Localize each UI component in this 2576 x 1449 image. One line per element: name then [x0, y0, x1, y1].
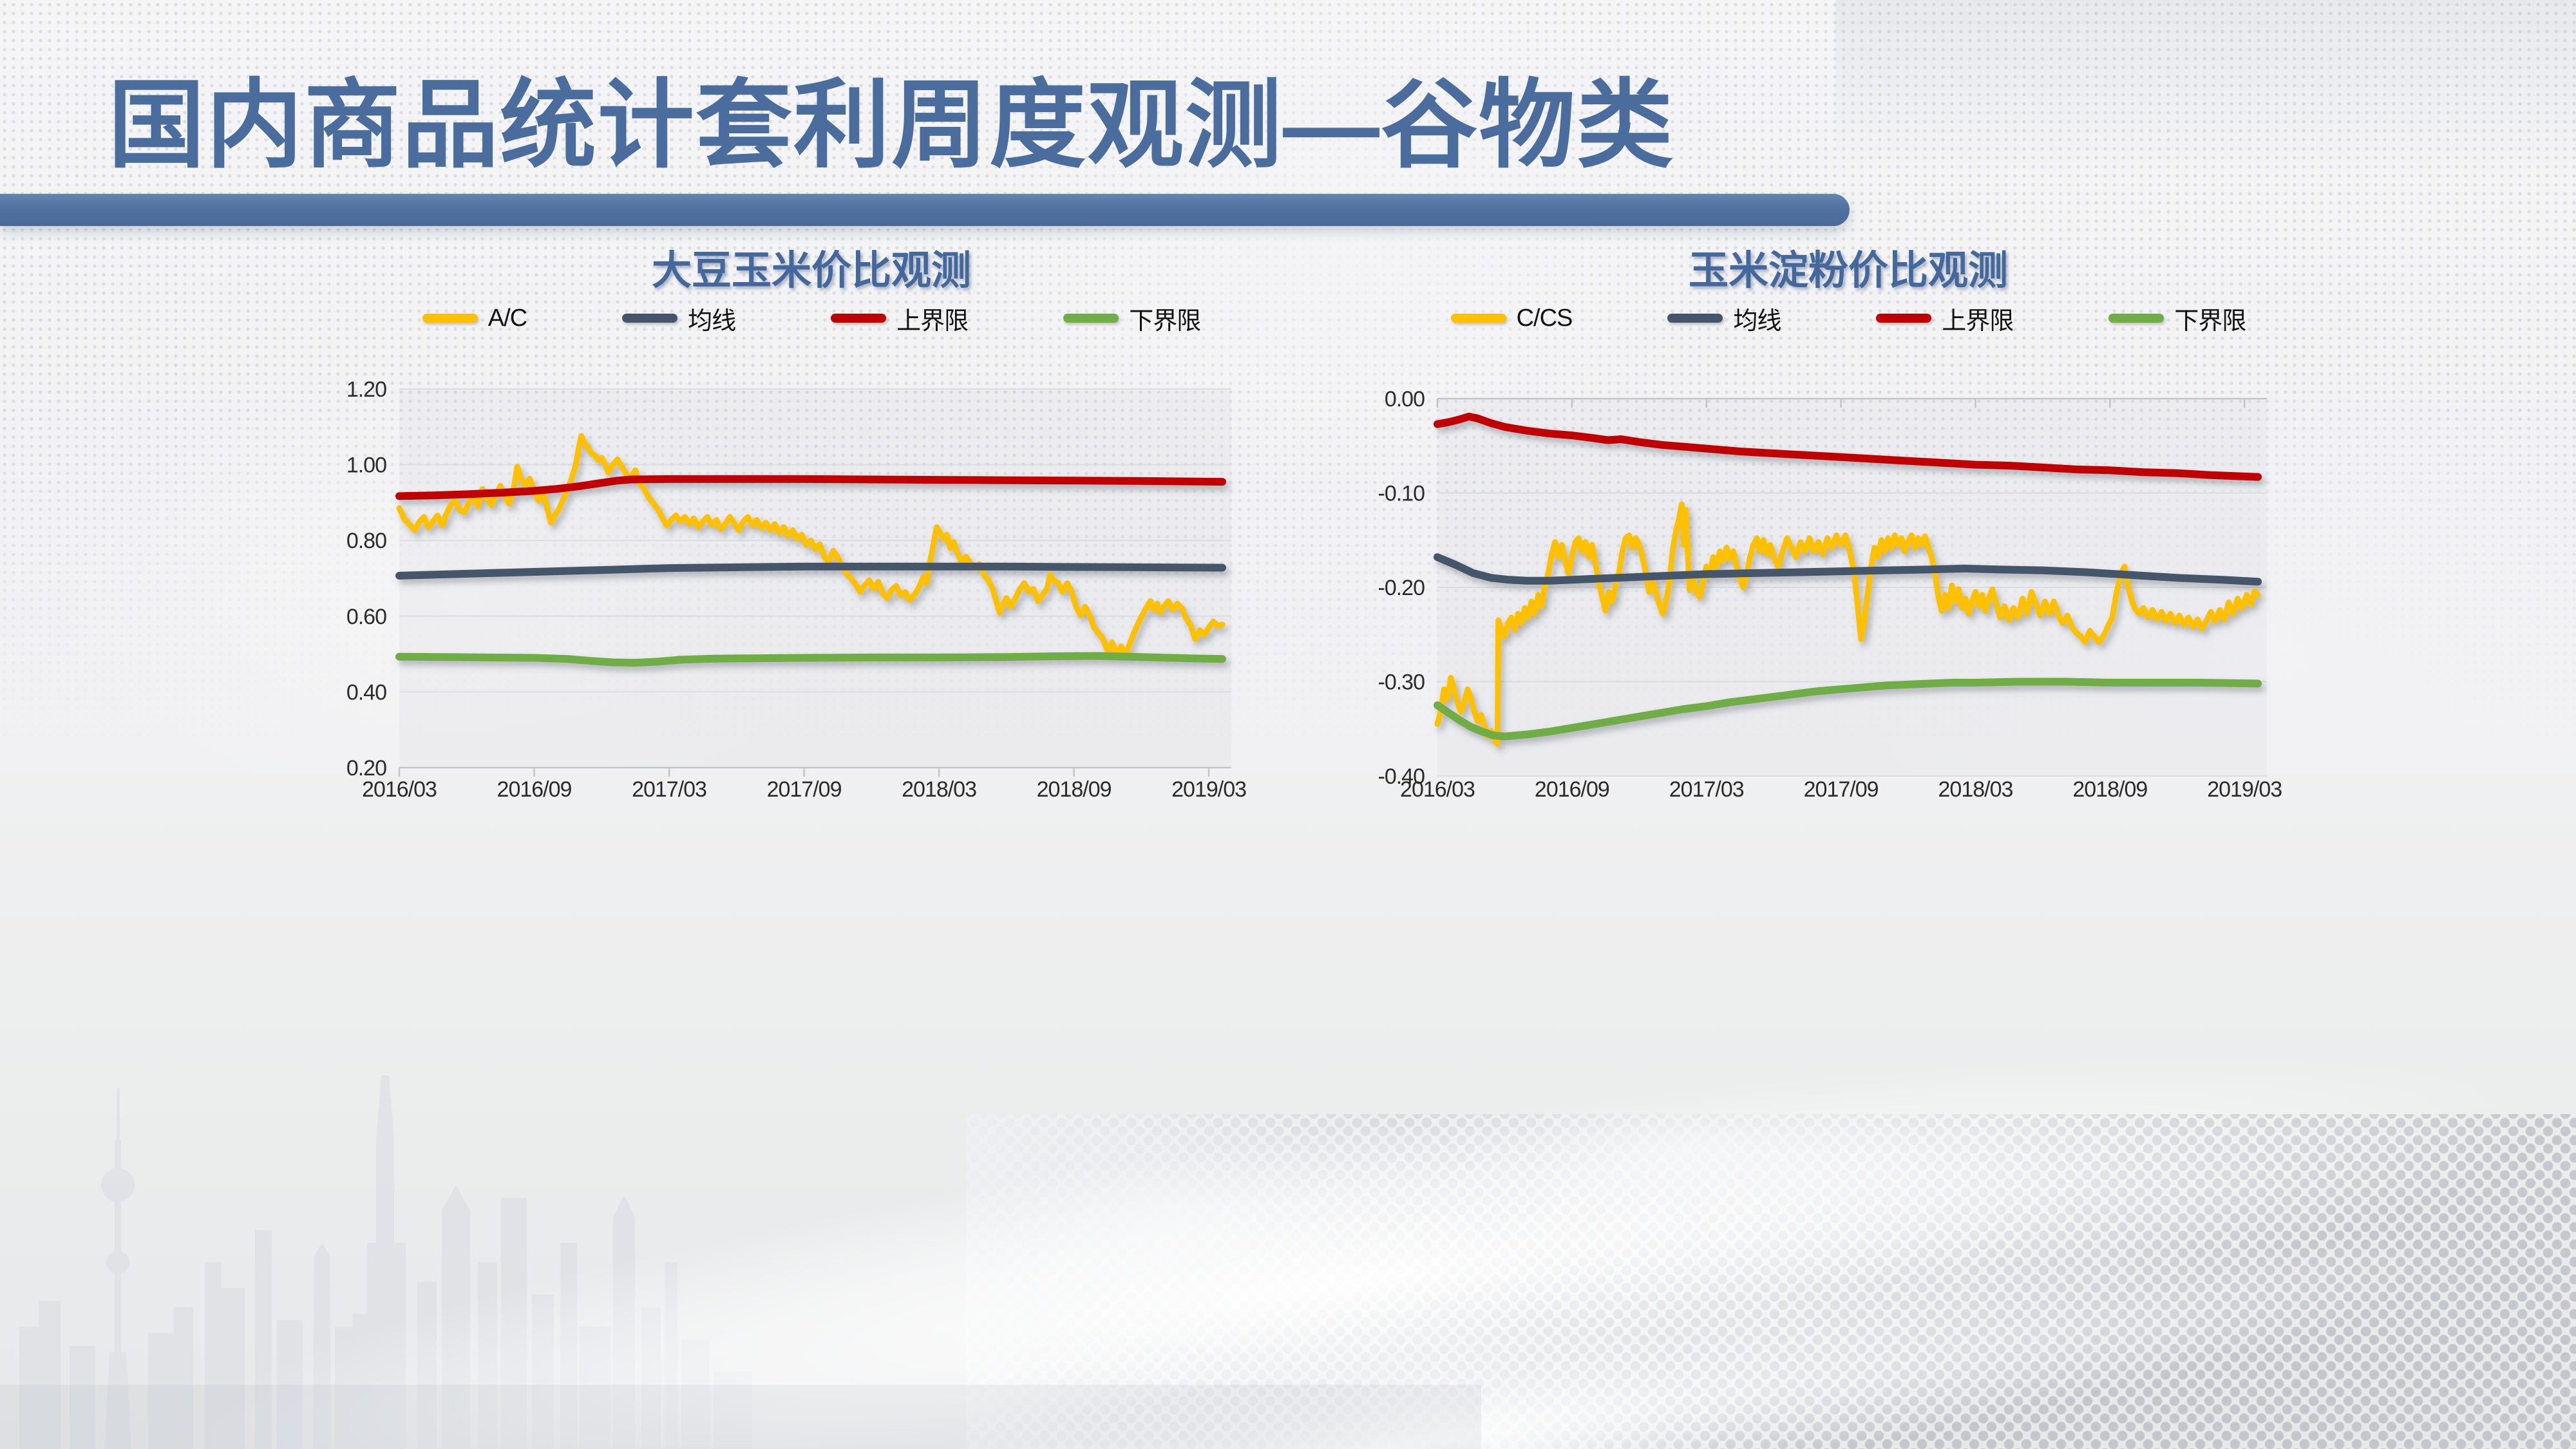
- legend-label: 上界限: [1942, 307, 2014, 335]
- series-line-上界限: [395, 475, 1226, 500]
- chart-corn-starch-ratio: 玉米淀粉价比观测 C/CS 均线 上界限 下界限 0.00 -0.10 -0.20 -0.3…: [1346, 246, 2351, 813]
- y-axis-label: 1.00: [346, 453, 386, 478]
- chart-title: 玉米淀粉价比观测: [1688, 249, 2008, 293]
- y-axis-label: -0.30: [1378, 670, 1425, 695]
- x-axis-label: 2016/09: [1535, 777, 1609, 802]
- plot-area: [399, 389, 1231, 768]
- y-axis-label: -0.40: [1378, 764, 1425, 789]
- legend-item-下界限: 下界限: [1063, 301, 1201, 336]
- x-axis-label: 2018/09: [2072, 777, 2147, 802]
- legend-item-A/C: A/C: [422, 305, 527, 332]
- x-axis-label: 2017/09: [1804, 777, 1879, 802]
- x-axis-label: 2018/03: [1938, 777, 2013, 802]
- x-axis-label: 2016/03: [1400, 777, 1475, 802]
- y-axis-label: -0.20: [1378, 576, 1425, 600]
- legend-swatch: [1450, 314, 1506, 323]
- y-axis-label: 0.80: [346, 529, 386, 553]
- series-group: [395, 433, 1226, 667]
- x-axis-label: 2017/03: [1669, 777, 1744, 802]
- x-axis-label: 2017/03: [632, 777, 706, 802]
- legend-label: C/CS: [1516, 304, 1573, 332]
- title-underline-bar: [0, 194, 1850, 226]
- world-map-dot-fade: [0, 0, 2576, 773]
- legend-label: A/C: [488, 304, 527, 332]
- x-axis-label: 2018/09: [1037, 777, 1112, 802]
- top-right-shade: [1835, 0, 2576, 171]
- bottom-strip: [0, 1385, 1481, 1449]
- legend-swatch: [831, 314, 887, 323]
- x-axis-label: 2019/03: [2207, 777, 2282, 802]
- x-axis-label: 2019/03: [1171, 777, 1246, 802]
- legend-swatch: [1063, 314, 1119, 323]
- page-title: 国内商品统计套利周度观测—谷物类: [108, 71, 1675, 179]
- series-group: [1434, 412, 2262, 747]
- legend-swatch: [2108, 314, 2164, 323]
- chart-title: 大豆玉米价比观测: [651, 249, 971, 293]
- legend-label: 下界限: [1129, 307, 1201, 335]
- series-line-上界限: [1434, 412, 2262, 481]
- legend-label: 下界限: [2174, 307, 2246, 335]
- legend-item-C/CS: C/CS: [1450, 304, 1573, 332]
- series-line-下界限: [395, 652, 1226, 667]
- series-line-C/CS: [1434, 501, 2261, 747]
- x-axis-label: 2016/03: [362, 777, 437, 802]
- y-axis-label: 0.40: [346, 680, 386, 705]
- legend-label: 均线: [688, 307, 736, 335]
- legend: C/CS 均线 上界限 下界限: [1346, 299, 2351, 337]
- legend-item-上界限: 上界限: [1876, 301, 2014, 336]
- y-axis-label: 0.00: [1385, 387, 1425, 412]
- series-line-均线: [1434, 553, 2262, 586]
- legend-label: 均线: [1733, 307, 1781, 335]
- chart-soybean-corn-ratio: 大豆玉米价比观测 A/C 均线 上界限 下界限 1.20 1.00 0.80 0.60 0.4…: [309, 246, 1314, 813]
- legend-swatch: [1876, 314, 1932, 323]
- series-line-均线: [395, 562, 1226, 580]
- y-axis-label: 0.20: [346, 756, 386, 781]
- x-axis-label: 2018/03: [902, 777, 976, 802]
- legend-swatch: [622, 314, 678, 323]
- legend-item-下界限: 下界限: [2108, 301, 2246, 336]
- legend-swatch: [422, 314, 478, 323]
- legend-label: 上界限: [896, 307, 969, 335]
- y-axis-label: 0.60: [346, 605, 386, 629]
- x-axis-label: 2016/09: [497, 777, 572, 802]
- legend-item-均线: 均线: [622, 301, 736, 336]
- y-axis-label: 1.20: [346, 377, 386, 402]
- legend-item-均线: 均线: [1667, 301, 1781, 336]
- legend: A/C 均线 上界限 下界限: [309, 299, 1314, 337]
- legend-swatch: [1667, 314, 1723, 323]
- y-axis-label: -0.10: [1378, 482, 1425, 506]
- legend-item-上界限: 上界限: [831, 301, 969, 336]
- x-axis-label: 2017/09: [767, 777, 842, 802]
- series-line-下界限: [1434, 677, 2262, 741]
